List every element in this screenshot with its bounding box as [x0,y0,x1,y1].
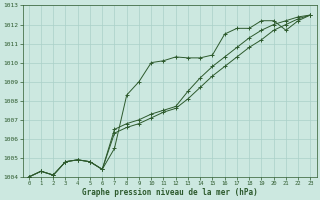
X-axis label: Graphe pression niveau de la mer (hPa): Graphe pression niveau de la mer (hPa) [82,188,258,197]
